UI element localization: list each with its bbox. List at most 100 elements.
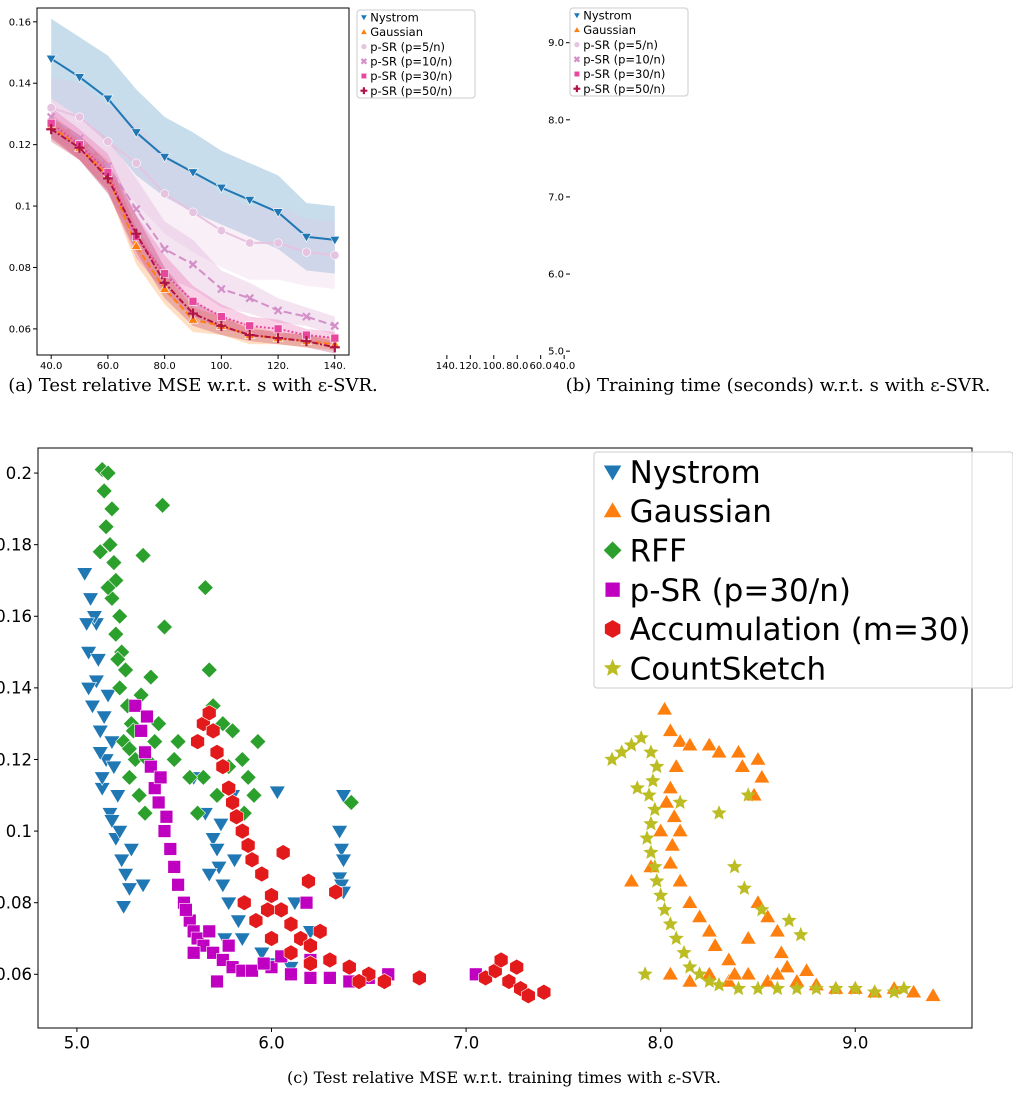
- scatter-point: [78, 617, 96, 633]
- scatter-point: [711, 977, 727, 992]
- scatter-point: [633, 730, 649, 745]
- data-point: [548, 318, 556, 326]
- scatter-point: [622, 872, 641, 888]
- scatter-point: [80, 646, 98, 661]
- scatter-point: [905, 983, 923, 999]
- y-tick-label: 0.16: [9, 17, 31, 28]
- data-point: [131, 204, 141, 214]
- data-point: [537, 312, 545, 320]
- data-point: [465, 308, 475, 317]
- y-tick-label: 0.08: [0, 893, 32, 912]
- legend-marker: [572, 12, 581, 20]
- data-point: [130, 240, 142, 250]
- y-tick-label: 0.06: [9, 324, 31, 335]
- data-point: [330, 250, 340, 260]
- scatter-point: [244, 851, 260, 869]
- legend-label: Nystrom: [583, 8, 632, 22]
- scatter-point: [156, 618, 173, 636]
- scatter-point: [111, 607, 129, 625]
- data-point: [525, 330, 534, 339]
- scatter-point: [676, 944, 692, 960]
- scatter-point: [643, 815, 659, 831]
- data-point: [547, 302, 557, 312]
- data-point: [490, 325, 499, 334]
- scatter-point: [691, 908, 709, 923]
- legend-marker: [573, 56, 581, 63]
- scatter-point: [798, 962, 816, 977]
- scatter-point: [144, 759, 158, 774]
- scatter-point: [233, 751, 251, 768]
- scatter-point: [739, 929, 757, 945]
- scatter-point: [643, 744, 659, 759]
- scatter-point: [663, 836, 681, 852]
- scatter-point: [283, 944, 299, 962]
- data-point: [131, 158, 141, 168]
- scatter-point: [154, 496, 171, 514]
- scatter-point: [205, 722, 221, 740]
- scatter-point: [99, 689, 117, 704]
- scatter-point: [736, 880, 752, 895]
- scatter-point: [342, 794, 360, 811]
- confidence-band: [447, 322, 564, 342]
- y-tick-label: 0.14: [9, 79, 31, 90]
- scatter-point: [768, 965, 786, 981]
- data-point: [188, 207, 198, 217]
- y-tick-label: 0.16: [0, 607, 32, 626]
- data-point: [329, 342, 340, 353]
- data-point: [466, 323, 475, 332]
- x-tick-label: 80.0: [506, 361, 528, 372]
- scatter-point: [99, 464, 117, 482]
- scatter-point: [754, 901, 770, 917]
- legend-marker: [604, 619, 621, 639]
- data-point: [160, 269, 169, 278]
- scatter-point: [209, 743, 225, 761]
- scatter-point: [665, 808, 683, 823]
- scatter-point: [111, 825, 129, 840]
- scatter-point: [649, 758, 665, 774]
- scatter-point: [623, 737, 640, 752]
- data-point: [455, 227, 463, 235]
- scatter-point: [656, 700, 674, 716]
- x-tick-label: 80.0: [154, 361, 176, 372]
- data-point: [102, 173, 113, 184]
- scatter-point: [220, 896, 238, 912]
- x-tick-label: 7.0: [453, 1034, 479, 1053]
- scatter-point: [196, 579, 214, 597]
- scatter-point: [117, 661, 134, 679]
- scatter-point: [759, 972, 777, 988]
- data-point: [489, 100, 499, 109]
- scatter-point: [303, 955, 318, 972]
- axes-frame: [37, 447, 973, 1029]
- legend-label: p-SR (p=30/n): [370, 69, 452, 83]
- scatter-point: [214, 878, 232, 894]
- scatter-point: [323, 971, 337, 985]
- scatter-point: [115, 900, 133, 915]
- x-tick-label: 120.: [459, 361, 481, 372]
- data-point: [547, 102, 557, 111]
- scatter-point: [140, 709, 154, 724]
- scatter-point: [151, 795, 166, 810]
- confidence-band: [447, 269, 564, 347]
- data-point: [501, 267, 511, 277]
- scatter-point: [649, 873, 665, 888]
- scatter-point: [229, 914, 247, 930]
- scatter-point: [229, 808, 244, 826]
- y-tick-label: 9.0: [548, 38, 564, 49]
- legend-marker: [573, 85, 581, 93]
- data-point: [501, 332, 511, 341]
- scatter-point: [190, 733, 205, 750]
- y-tick-label: 8.0: [548, 115, 564, 126]
- scatter-point: [210, 974, 224, 989]
- scatter-point: [128, 699, 142, 713]
- data-point: [245, 321, 255, 331]
- data-point: [489, 251, 499, 261]
- scatter-point: [208, 843, 226, 858]
- legend-label: p-SR (p=5/n): [370, 40, 445, 54]
- y-tick-label: 0.08: [9, 263, 31, 274]
- legend-label: p-SR (p=5/n): [583, 38, 658, 52]
- data-point: [300, 232, 312, 243]
- scatter-point: [107, 625, 125, 643]
- scatter-point: [351, 973, 367, 990]
